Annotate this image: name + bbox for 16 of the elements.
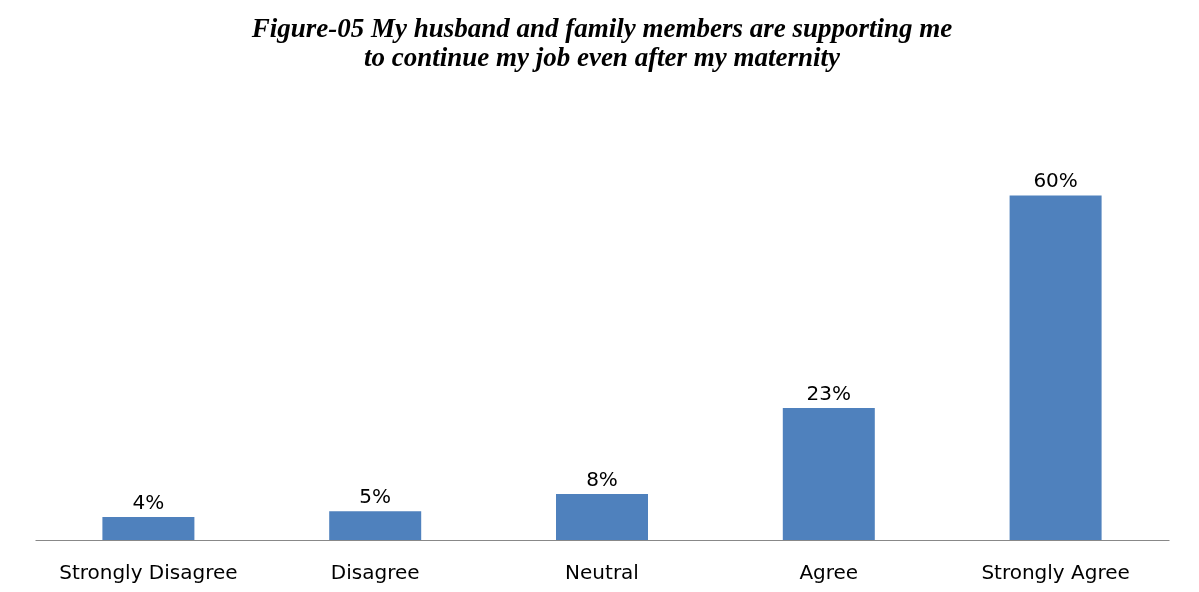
- x-tick-label: Strongly Disagree: [59, 559, 238, 584]
- data-label: 23%: [806, 380, 852, 405]
- bar: [556, 494, 648, 540]
- bar: [782, 407, 875, 540]
- bar: [329, 511, 422, 540]
- x-tick-label: Agree: [799, 559, 859, 584]
- data-label: 8%: [586, 467, 618, 492]
- data-label: 60%: [1033, 168, 1078, 193]
- x-tick-label: Strongly Agree: [981, 559, 1130, 584]
- data-label: 5%: [359, 484, 392, 509]
- x-tick-label: Disagree: [330, 559, 420, 584]
- x-tick-label: Neutral: [565, 559, 639, 584]
- chart-title: Figure-05 My husband and family members are supporting me to continue my job even after my maternity: [250, 13, 953, 72]
- bar: [1009, 195, 1102, 540]
- data-label: 4%: [132, 490, 165, 515]
- bar: [102, 517, 195, 540]
